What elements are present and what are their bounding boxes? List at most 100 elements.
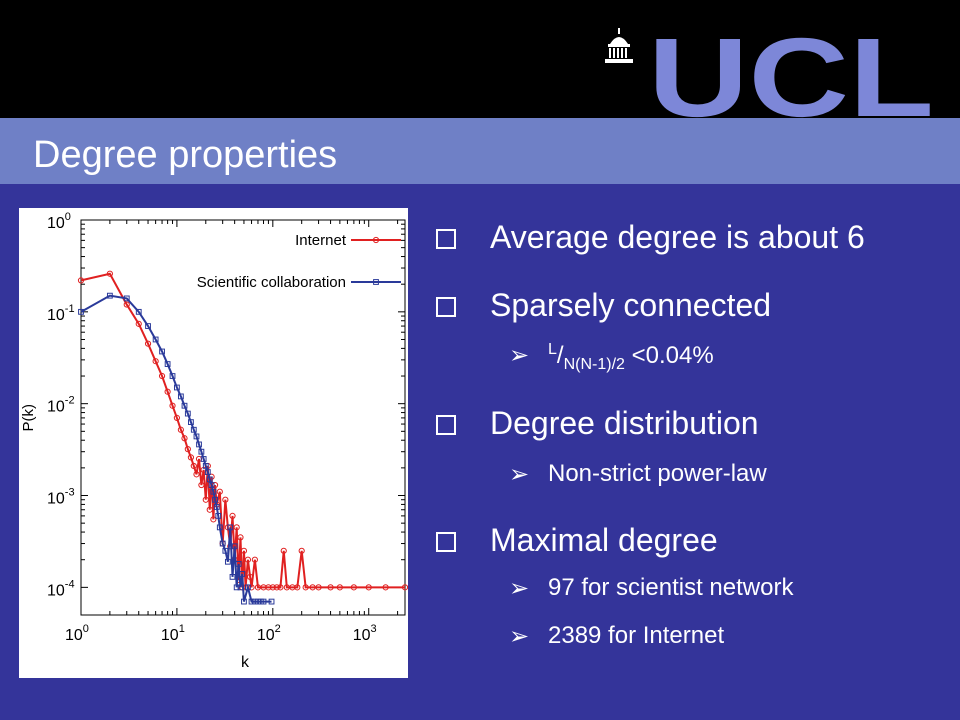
data-point [231, 543, 238, 550]
data-point [215, 512, 222, 519]
ucl-logo-text: UCL [648, 20, 934, 130]
data-point [202, 496, 209, 503]
data-point [177, 426, 184, 433]
checkbox-bullet-icon [436, 229, 456, 249]
x-axis-label: k [241, 654, 250, 671]
data-point [229, 573, 236, 580]
data-point [268, 598, 275, 605]
data-point [145, 323, 151, 329]
data-point [206, 506, 213, 513]
title-bar [0, 118, 960, 184]
data-point [273, 584, 280, 591]
y-tick-label: 10-4 [47, 578, 75, 599]
data-point [248, 598, 255, 605]
data-point [190, 426, 197, 433]
data-point [184, 410, 191, 417]
data-point [265, 584, 272, 591]
data-point [164, 388, 171, 395]
checkbox-bullet-icon [436, 297, 456, 317]
checkbox-bullet-icon [436, 415, 456, 435]
data-point [78, 308, 84, 315]
legend-label: Internet [295, 232, 347, 249]
data-point [187, 454, 195, 461]
data-point [184, 446, 191, 453]
y-tick-label: 100 [47, 211, 71, 232]
data-point [159, 348, 165, 355]
portico-dome-icon [605, 28, 633, 63]
data-point [224, 558, 231, 565]
data-point [216, 488, 223, 495]
data-point [106, 270, 113, 277]
data-point [222, 547, 229, 554]
data-point [277, 584, 284, 591]
data-point [152, 358, 159, 365]
y-axis-label: P(k) [20, 404, 37, 432]
data-point [190, 462, 197, 470]
data-point [401, 584, 409, 591]
data-point [198, 448, 205, 455]
data-point [135, 320, 142, 327]
data-point [219, 540, 226, 547]
data-point [177, 393, 184, 400]
ucl-logo: UCL [605, 20, 934, 130]
data-point [123, 295, 130, 302]
data-point [247, 573, 254, 580]
data-point [202, 463, 209, 469]
arrow-bullet-icon: ➢ [509, 342, 530, 369]
data-point [233, 584, 240, 591]
data-point [216, 524, 223, 531]
data-point [213, 504, 220, 510]
legend-label: Scientific collaboration [197, 274, 346, 291]
data-point [106, 292, 113, 299]
series-line-internet [80, 272, 405, 589]
data-point [123, 301, 130, 308]
data-point [204, 469, 211, 475]
data-point [294, 584, 301, 591]
data-point [309, 584, 316, 591]
data-point [327, 584, 334, 591]
bullet-list: Average degree is about 6 Sparsely conne… [436, 0, 956, 720]
data-point [188, 419, 194, 426]
data-point [269, 584, 276, 591]
data-point [193, 471, 200, 478]
data-point [251, 598, 258, 605]
data-point [193, 433, 200, 440]
data-point [196, 441, 202, 448]
data-point [198, 481, 205, 489]
data-point [158, 372, 166, 380]
data-point [210, 488, 217, 495]
data-point [336, 584, 343, 591]
x-tick-label: 101 [161, 623, 185, 644]
data-point [233, 524, 240, 531]
data-point [240, 547, 248, 554]
checkbox-bullet-icon [436, 532, 456, 552]
data-point [237, 534, 244, 541]
data-point [302, 584, 309, 591]
header-bar [0, 0, 960, 118]
data-point [350, 584, 357, 591]
data-point [206, 476, 213, 483]
data-point [251, 556, 258, 563]
y-tick-label: 10-1 [47, 303, 75, 324]
legend-marker [372, 236, 380, 244]
data-point [135, 308, 142, 315]
x-tick-label: 100 [65, 623, 89, 644]
data-point [382, 584, 389, 591]
data-point [237, 584, 244, 591]
y-tick-label: 10-2 [47, 395, 75, 416]
data-point [241, 598, 247, 605]
x-tick-label: 102 [257, 623, 281, 644]
data-point [227, 524, 234, 531]
data-point [169, 402, 176, 409]
data-point [181, 435, 188, 442]
data-point [169, 373, 176, 379]
data-point [174, 384, 180, 391]
degree-distribution-chart: 100 101 102 103 100 10-1 10-2 10-3 10-4 k P(k) Inte… [19, 208, 409, 678]
data-point [77, 277, 85, 284]
data-point [200, 456, 207, 462]
data-point [280, 547, 287, 554]
data-point [222, 496, 229, 503]
data-point [315, 584, 322, 591]
page-title: Degree properties [33, 134, 338, 176]
data-point [365, 584, 372, 591]
